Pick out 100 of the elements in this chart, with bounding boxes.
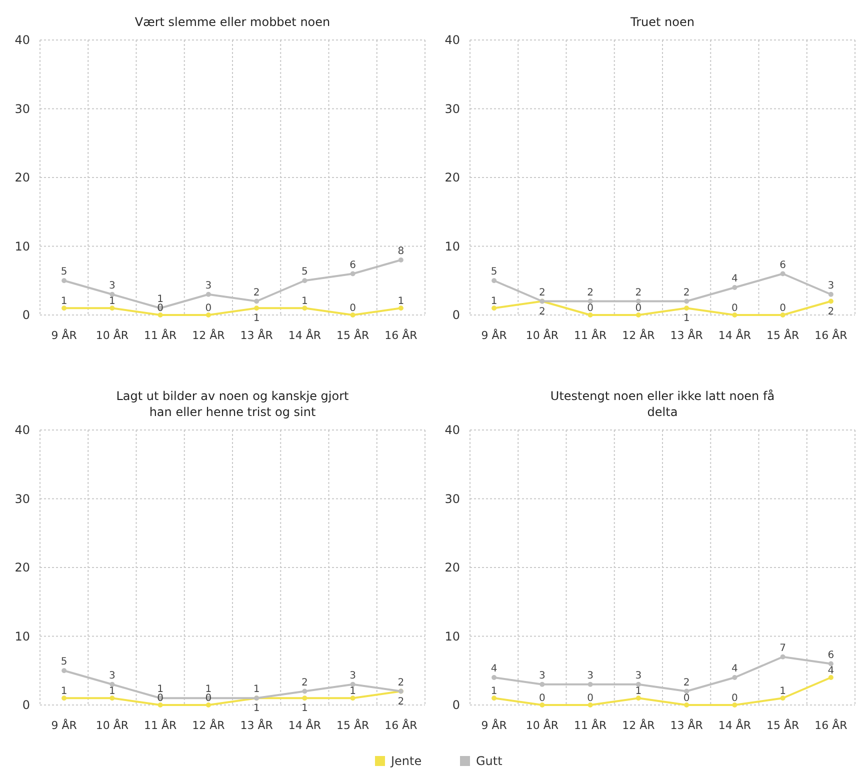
y-tick-label: 0 [452,698,460,712]
point [588,702,593,708]
data-label: 2 [635,287,642,298]
point [780,312,786,318]
data-label: 5 [60,656,68,668]
data-label: 4 [732,274,738,284]
point [110,306,115,311]
x-tick-label: 15 ÅR [336,328,370,342]
y-tick-label: 40 [14,33,30,48]
x-tick-label: 14 ÅR [288,328,322,342]
data-label: 0 [683,693,690,704]
y-tick-label: 40 [444,423,460,438]
point [110,696,115,701]
data-label: 0 [635,303,642,314]
point [254,298,260,304]
point [636,682,641,687]
point [110,682,115,687]
point [206,312,211,318]
data-label: 1 [253,703,260,714]
y-tick-label: 30 [444,102,460,116]
point [110,292,115,297]
x-tick-label: 11 ÅR [144,328,177,342]
data-label: 4 [828,666,834,676]
data-label: 1 [109,686,116,698]
data-label: 3 [350,670,356,682]
data-label: 1 [780,686,786,698]
data-label: 6 [828,650,834,661]
data-label: 3 [109,280,116,292]
point [828,675,834,680]
x-tick-label: 13 ÅR [240,718,274,732]
point [62,306,67,311]
data-label: 1 [398,296,404,308]
point [540,702,545,708]
point [398,258,404,262]
chart-title: Vært slemme eller mobbet noen [134,15,330,29]
point [206,702,211,708]
data-label: 2 [587,287,594,298]
data-label: 1 [302,296,308,308]
y-tick-label: 10 [14,629,30,644]
x-tick-label: 11 ÅR [574,718,607,732]
y-tick-label: 0 [452,308,460,322]
data-label: 3 [828,280,834,292]
x-tick-label: 16 ÅR [814,328,848,342]
point [350,696,356,701]
y-tick-label: 20 [444,560,460,575]
point [398,306,404,311]
point [350,271,356,276]
legend-label: Gutt [476,754,503,768]
data-label: 0 [157,303,164,314]
y-tick-label: 20 [444,170,460,185]
data-label: 2 [539,287,546,298]
point [302,688,308,694]
point [588,682,593,687]
data-label: 0 [205,693,212,704]
data-label: 4 [732,664,738,674]
point [62,668,67,674]
data-label: 1 [490,686,498,698]
data-label: 5 [60,266,68,278]
data-label: 8 [398,246,404,257]
y-tick-label: 40 [14,423,30,438]
y-tick-label: 0 [22,308,30,322]
data-label: 0 [587,693,594,704]
point [350,682,356,687]
data-label: 0 [587,303,594,314]
point [684,298,690,304]
data-label: 2 [398,696,404,708]
point [636,312,641,318]
point [780,654,786,660]
data-label: 2 [683,287,690,298]
point [828,298,834,304]
point [62,278,67,284]
data-label: 2 [683,677,690,688]
point [62,696,67,701]
point [684,306,690,311]
x-tick-label: 16 ÅR [384,718,418,732]
data-label: 3 [205,280,212,292]
y-tick-label: 0 [22,698,30,712]
point [158,312,163,318]
point [828,292,834,297]
data-label: 3 [587,670,594,682]
data-label: 7 [780,642,786,654]
x-tick-label: 14 ÅR [718,328,752,342]
y-tick-label: 10 [444,239,460,254]
x-tick-label: 11 ÅR [574,328,607,342]
x-tick-label: 11 ÅR [144,718,177,732]
point [254,306,260,311]
x-tick-label: 10 ÅR [526,718,559,732]
point [206,292,211,297]
data-label: 1 [253,684,260,696]
data-label: 6 [780,260,786,271]
data-label: 2 [539,306,546,318]
point [636,298,641,304]
x-tick-label: 9 ÅR [51,328,78,342]
y-tick-label: 30 [14,492,30,506]
point [732,312,738,318]
point [732,675,738,680]
point [302,306,308,311]
data-label: 3 [109,670,116,682]
legend-label: Jente [390,754,422,768]
x-tick-label: 9 ÅR [481,718,508,732]
